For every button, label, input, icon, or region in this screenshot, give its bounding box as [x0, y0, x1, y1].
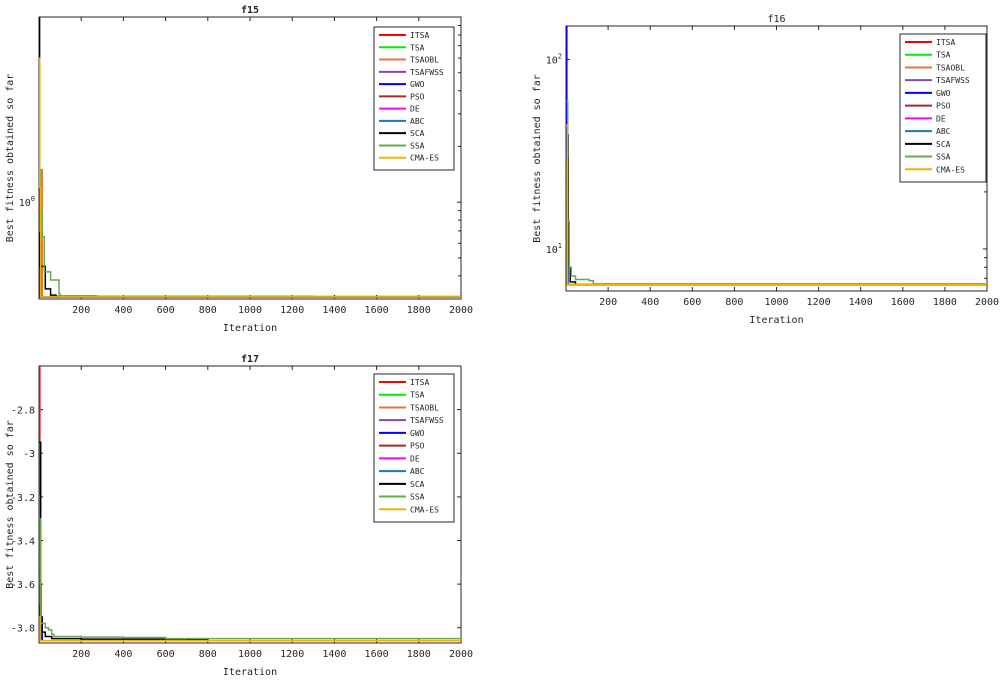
legend-label: TSA: [410, 43, 425, 52]
x-tick-label: 200: [599, 297, 617, 308]
x-axis-label: Iteration: [223, 667, 277, 678]
x-tick-label: 800: [725, 297, 743, 308]
y-tick-label: 101: [546, 242, 562, 256]
x-tick-label: 1400: [322, 305, 346, 316]
legend-label: TSAFWSS: [410, 68, 444, 77]
x-tick-label: 600: [157, 649, 175, 660]
x-tick-label: 600: [157, 305, 175, 316]
x-tick-label: 600: [683, 297, 701, 308]
x-tick-label: 2000: [449, 305, 473, 316]
legend-label: ITSA: [936, 38, 955, 47]
legend-label: ITSA: [410, 378, 429, 387]
legend-label: ABC: [410, 117, 425, 126]
legend-label: ABC: [936, 127, 951, 136]
x-tick-label: 800: [199, 305, 217, 316]
x-tick-label: 400: [114, 649, 132, 660]
legend-label: SCA: [936, 140, 951, 149]
legend-label: PSO: [936, 102, 951, 111]
x-tick-label: 1800: [933, 297, 957, 308]
legend: ITSA TSA TSAOBL TSAFWSS GWO PSO DE ABC SCA SSA CMA…: [899, 33, 987, 183]
legend-label: ITSA: [410, 31, 429, 40]
x-tick-label: 200: [72, 649, 90, 660]
x-tick-label: 1200: [807, 297, 831, 308]
series-group: [566, 26, 987, 286]
y-tick-label: -3.2: [11, 493, 35, 504]
x-tick-label: 1200: [280, 305, 304, 316]
x-tick-label: 1200: [280, 649, 304, 660]
x-tick-label: 1600: [891, 297, 915, 308]
legend-label: TSAOBL: [410, 403, 439, 412]
series-line-CMA-ES: [566, 124, 987, 286]
legend-label: SSA: [410, 141, 425, 150]
legend-label: CMA-ES: [936, 165, 965, 174]
y-tick-label: -3.8: [11, 624, 35, 635]
chart-title: f15: [241, 5, 259, 16]
y-tick-label: -3: [23, 449, 35, 460]
legend-label: SSA: [410, 493, 425, 502]
legend-label: DE: [410, 454, 420, 463]
y-axis-label: Best fitness obtained so far: [5, 74, 16, 243]
chart-title: f17: [241, 354, 259, 365]
x-tick-label: 200: [72, 305, 90, 316]
legend-label: ABC: [410, 467, 425, 476]
y-axis-label: Best fitness obtained so far: [532, 74, 543, 243]
series-line-SSA: [39, 517, 461, 641]
legend-label: SCA: [410, 480, 425, 489]
y-tick-label: 102: [546, 52, 562, 66]
x-tick-label: 1000: [238, 649, 262, 660]
legend-label: GWO: [936, 89, 951, 98]
legend-label: CMA-ES: [410, 505, 439, 514]
series-line-CMA-ES: [39, 57, 461, 298]
series-line-SSA: [566, 100, 987, 285]
series-group: [39, 366, 461, 642]
legend-label: DE: [410, 105, 420, 114]
legend: ITSA TSA TSAOBL TSAFWSS GWO PSO DE ABC SCA SSA CMA…: [373, 373, 455, 523]
x-tick-label: 2000: [449, 649, 473, 660]
legend-label: CMA-ES: [410, 154, 439, 163]
x-tick-label: 1800: [407, 305, 431, 316]
legend-label: DE: [936, 114, 946, 123]
legend-label: TSAOBL: [410, 56, 439, 65]
legend-label: SSA: [936, 153, 951, 162]
y-tick-label: 100: [19, 195, 35, 209]
x-tick-label: 1800: [407, 649, 431, 660]
chart-f17: 200 400 600 800 1000 1200 1400 1600 1800 2000 -3.8…: [5, 354, 473, 678]
legend-label: TSAFWSS: [936, 76, 970, 85]
series-line-CMA-ES: [39, 616, 461, 642]
legend-label: SCA: [410, 129, 425, 138]
x-tick-label: 1000: [238, 305, 262, 316]
y-tick-label: -3.4: [11, 536, 35, 547]
legend-label: GWO: [410, 429, 425, 438]
legend-label: TSA: [410, 391, 425, 400]
y-tick-label: -2.8: [11, 406, 35, 417]
legend-label: PSO: [410, 92, 425, 101]
legend-label: GWO: [410, 80, 425, 89]
x-tick-label: 1400: [322, 649, 346, 660]
chart-f16: 200 400 600 800 1000 1200 1400 1600 1800 2000 101 1…: [532, 14, 999, 326]
x-tick-label: 400: [114, 305, 132, 316]
y-axis-label: Best fitness obtained so far: [5, 420, 16, 589]
chart-f15: 200 400 600 800 1000 1200 1400 1600 1800 2000 100 f…: [5, 5, 473, 334]
x-tick-label: 1000: [764, 297, 788, 308]
x-tick-label: 400: [641, 297, 659, 308]
legend-label: TSAOBL: [936, 63, 965, 72]
x-axis-label: Iteration: [749, 315, 803, 326]
legend-label: TSAFWSS: [410, 416, 444, 425]
x-axis-label: Iteration: [223, 323, 277, 334]
legend: ITSA TSA TSAOBL TSAFWSS GWO PSO DE ABC SCA SSA CMA…: [373, 26, 455, 171]
series-group: [39, 17, 461, 298]
chart-title: f16: [767, 14, 785, 25]
x-tick-label: 2000: [975, 297, 999, 308]
x-tick-label: 1600: [365, 305, 389, 316]
y-tick-label: -3.6: [11, 580, 35, 591]
legend-label: TSA: [936, 51, 951, 60]
x-tick-label: 1400: [849, 297, 873, 308]
legend-label: PSO: [410, 442, 425, 451]
x-tick-label: 1600: [365, 649, 389, 660]
x-tick-label: 800: [199, 649, 217, 660]
